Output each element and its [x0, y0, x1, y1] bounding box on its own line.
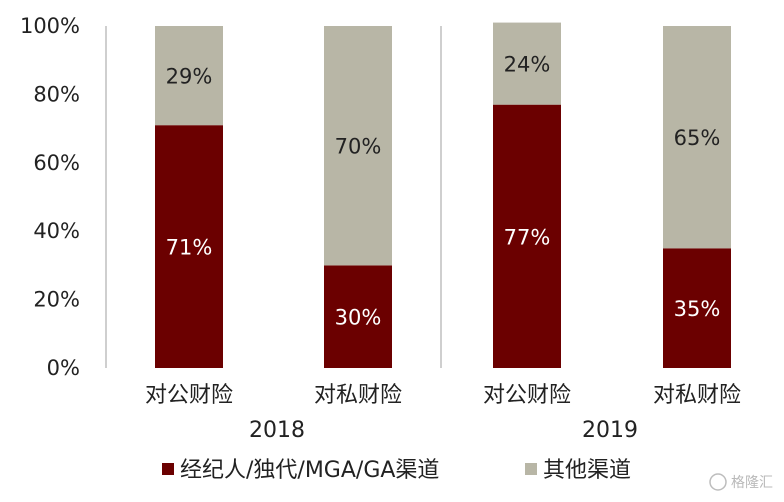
- bar-layer: [155, 22, 731, 369]
- x-group-label: 2018: [249, 418, 305, 443]
- data-label: 35%: [674, 297, 721, 321]
- bar-segment: [663, 248, 731, 368]
- legend-label: 经纪人/独代/MGA/GA渠道: [180, 458, 439, 483]
- y-tick-label: 60%: [33, 151, 80, 175]
- bar-segment: [493, 22, 561, 105]
- legend: 经纪人/独代/MGA/GA渠道 其他渠道: [162, 458, 631, 483]
- data-label-layer: 71% 29% 30% 70% 77% 24% 35% 65%: [166, 53, 721, 330]
- x-category-label: 对私财险: [314, 383, 402, 408]
- bar-segment: [324, 265, 392, 368]
- y-tick-label: 80%: [33, 82, 80, 106]
- data-label: 29%: [166, 65, 213, 89]
- bar-segment: [663, 26, 731, 249]
- data-label: 30%: [335, 306, 382, 330]
- x-category-label: 对私财险: [653, 383, 741, 408]
- data-label: 65%: [674, 126, 721, 150]
- x-category-label: 对公财险: [145, 383, 233, 408]
- y-tick-label: 20%: [33, 288, 80, 312]
- data-label: 71%: [166, 236, 213, 260]
- data-label: 77%: [504, 225, 551, 249]
- y-tick-label: 40%: [33, 219, 80, 243]
- legend-swatch: [162, 463, 174, 475]
- x-category-label: 对公财险: [483, 383, 571, 408]
- bar-segment: [155, 26, 223, 126]
- y-tick-label: 0%: [47, 356, 80, 380]
- watermark: 格隆汇: [709, 473, 773, 491]
- data-label: 24%: [504, 53, 551, 77]
- bar-segment: [155, 125, 223, 369]
- y-tick-label: 100%: [20, 14, 80, 38]
- axis-layer: 0% 20% 40% 60% 80% 100% 对公财险 对私财险 对公财险 对私财险 2018 20…: [20, 14, 741, 443]
- watermark-text: 格隆汇: [731, 475, 773, 491]
- watermark-logo-icon: [709, 473, 727, 491]
- legend-label: 其他渠道: [543, 458, 631, 483]
- bar-segment: [324, 26, 392, 266]
- data-label: 70%: [335, 135, 382, 159]
- legend-swatch: [525, 463, 537, 475]
- x-group-label: 2019: [582, 418, 638, 443]
- bar-segment: [493, 104, 561, 368]
